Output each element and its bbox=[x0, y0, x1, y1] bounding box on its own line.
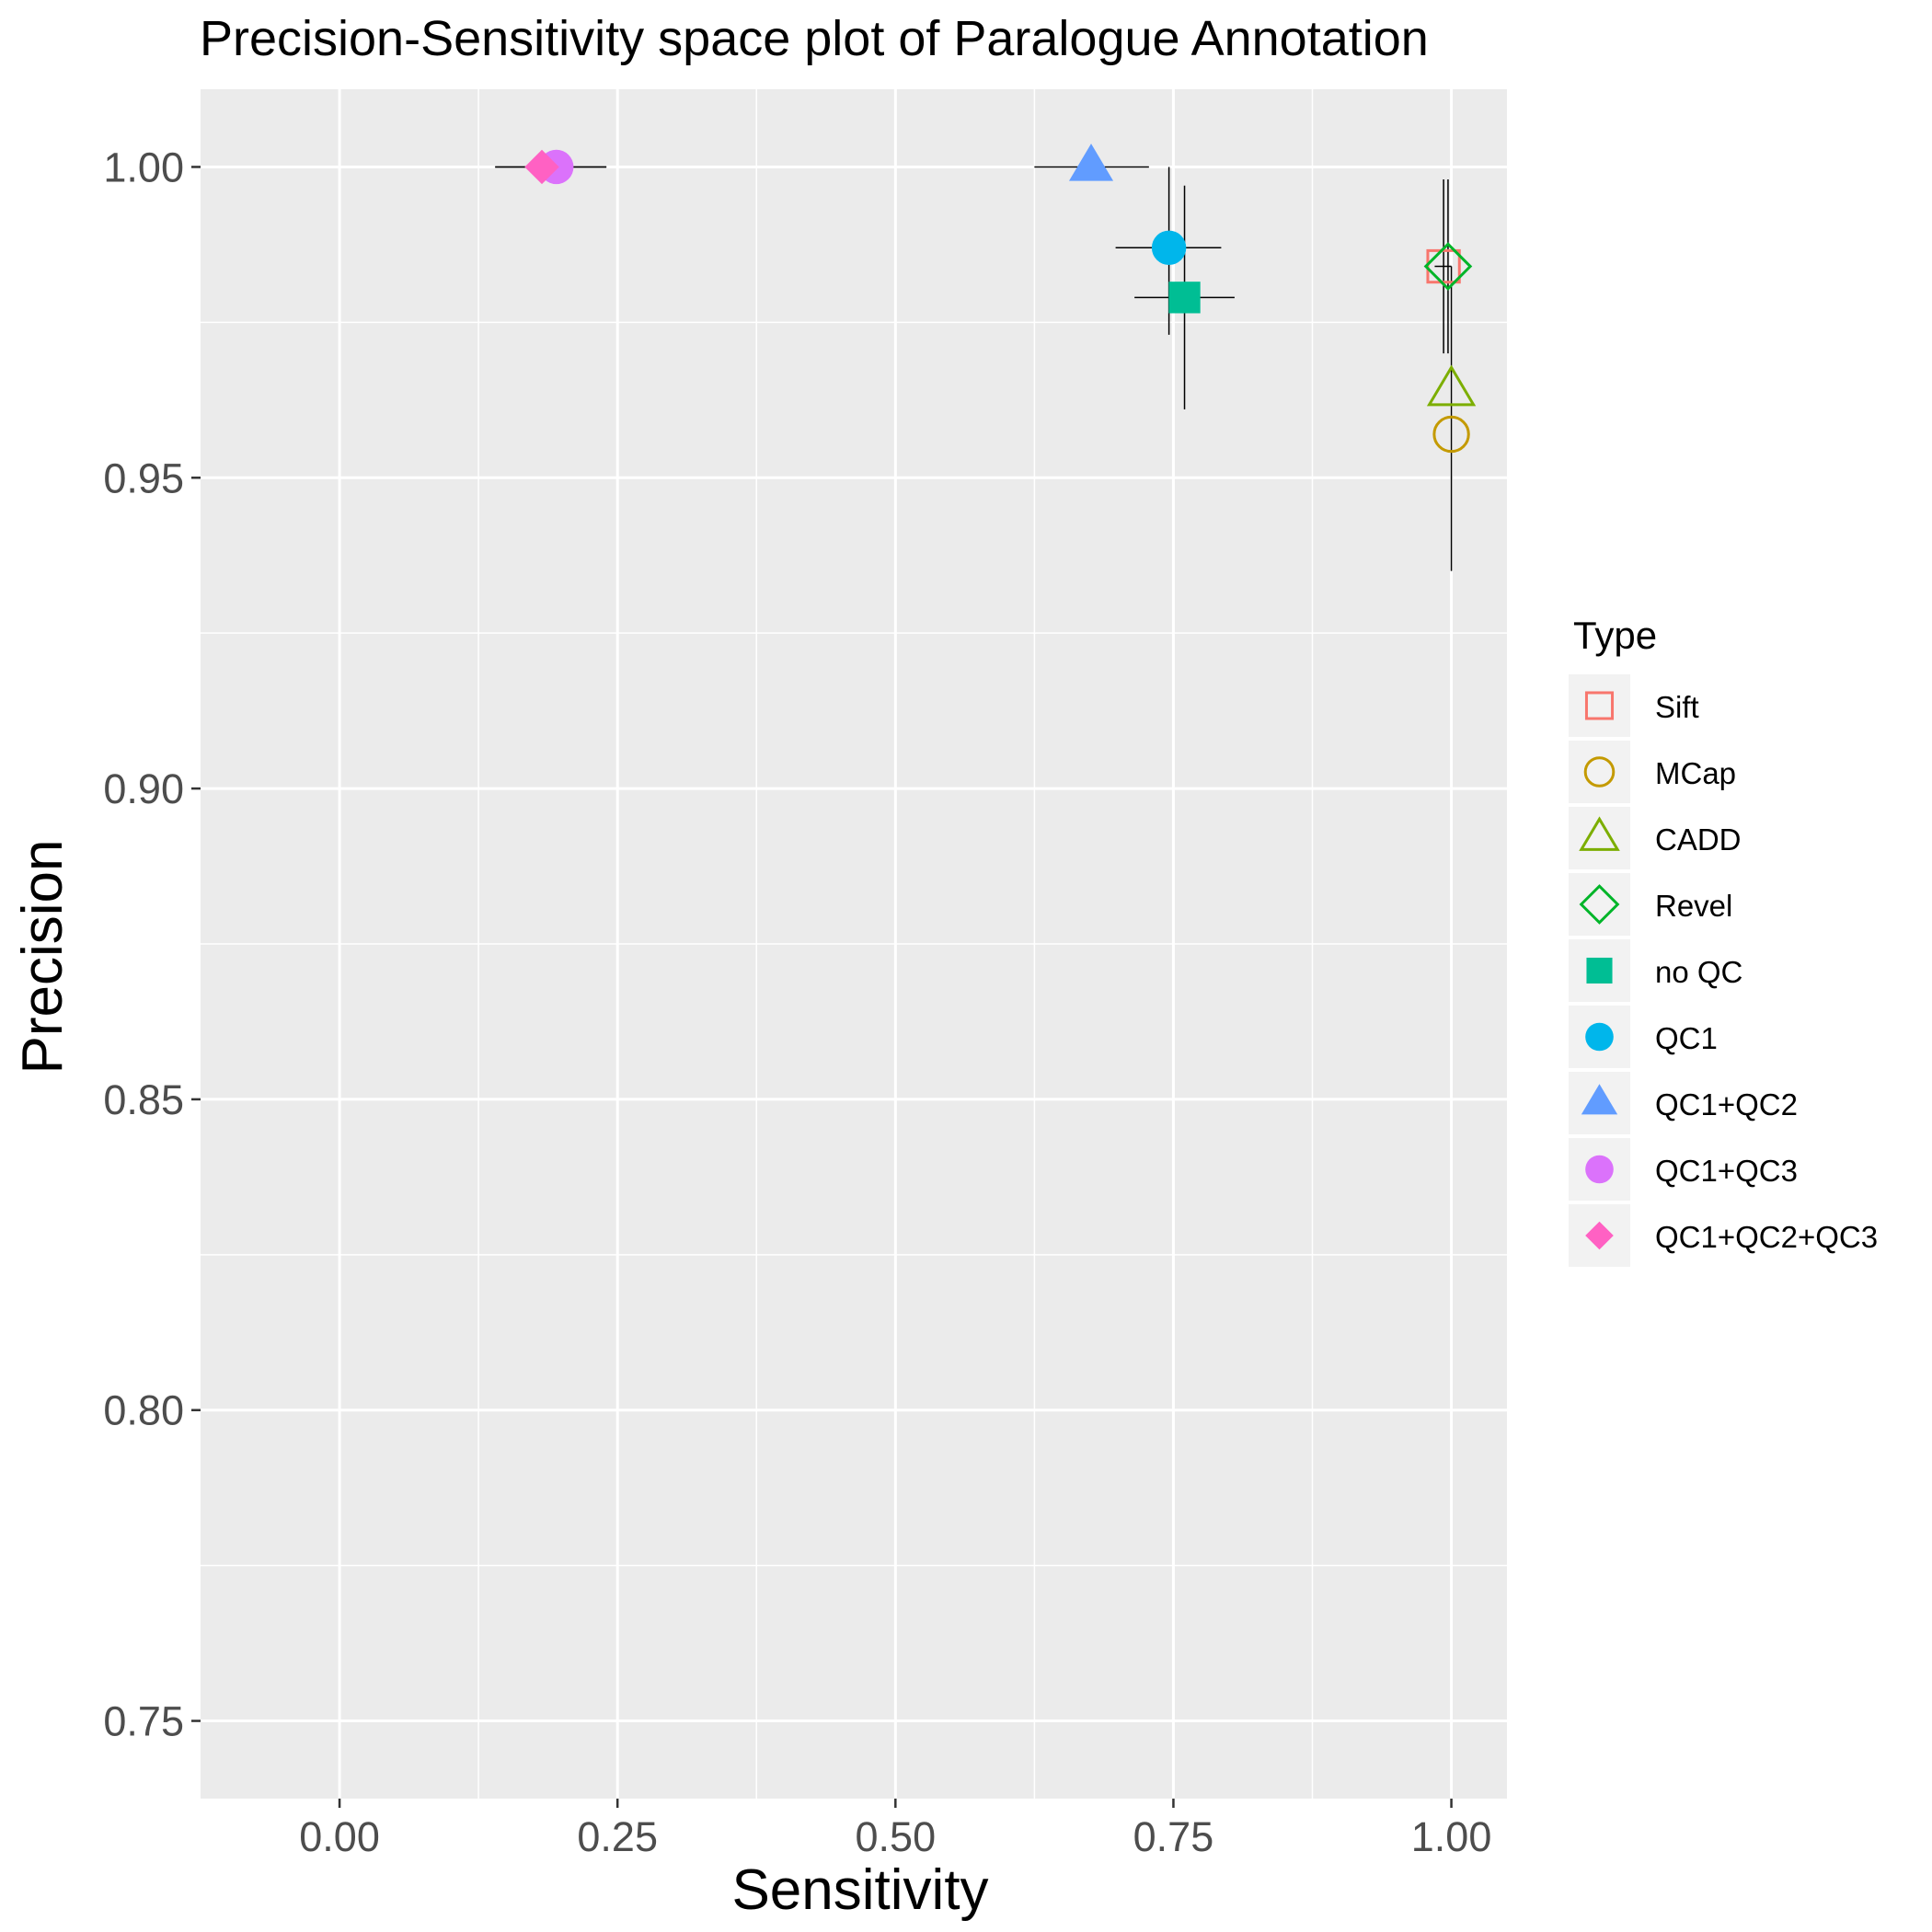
x-axis: 0.00 0.25 0.50 0.75 1.00 bbox=[299, 1799, 1491, 1860]
legend-key-bg bbox=[1569, 674, 1630, 737]
x-tick-label: 0.50 bbox=[856, 1813, 937, 1860]
point-sift bbox=[1426, 248, 1461, 284]
x-tick-label: 0.25 bbox=[577, 1813, 658, 1860]
chart-title: Precision-Sensitivity space plot of Para… bbox=[200, 11, 1429, 66]
y-axis: 0.75 0.80 0.85 0.90 0.95 1.00 bbox=[103, 144, 201, 1745]
legend-label: MCap bbox=[1655, 756, 1736, 790]
x-tick-label: 1.00 bbox=[1411, 1813, 1492, 1860]
legend-symbol bbox=[1579, 884, 1620, 925]
y-axis-label: Precision bbox=[11, 840, 75, 1075]
x-tick-label: 0.00 bbox=[299, 1813, 380, 1860]
grid-major bbox=[201, 89, 1507, 1799]
legend-label: QC1+QC2 bbox=[1655, 1087, 1798, 1121]
point-qc1-qc2-qc3 bbox=[524, 149, 559, 185]
y-tick-label: 0.85 bbox=[103, 1076, 184, 1123]
legend-label: no QC bbox=[1655, 955, 1742, 989]
legend-label: QC1 bbox=[1655, 1021, 1718, 1055]
legend-label: QC1+QC3 bbox=[1655, 1154, 1798, 1188]
point-qc1-qc2 bbox=[1068, 144, 1114, 181]
point-mcap bbox=[1432, 415, 1470, 454]
legend-title: Type bbox=[1573, 614, 1657, 657]
legend-label: QC1+QC2+QC3 bbox=[1655, 1220, 1878, 1254]
legend-symbol bbox=[1586, 957, 1613, 984]
legend-key-bg bbox=[1569, 873, 1630, 936]
legend-symbol bbox=[1585, 1022, 1614, 1052]
data-points bbox=[524, 144, 1477, 454]
legend-symbol bbox=[1585, 1221, 1614, 1250]
y-tick-label: 1.00 bbox=[103, 144, 184, 190]
point-revel bbox=[1423, 242, 1473, 291]
legend-label: CADD bbox=[1655, 822, 1742, 857]
x-axis-label: Sensitivity bbox=[731, 1858, 988, 1922]
legend-symbol bbox=[1585, 1155, 1614, 1184]
legend-symbol bbox=[1581, 1084, 1618, 1115]
point-cadd bbox=[1426, 364, 1477, 407]
legend-label: Revel bbox=[1655, 889, 1732, 923]
point-qc1 bbox=[1151, 230, 1187, 265]
grid-minor bbox=[201, 89, 1507, 1799]
legend-symbol bbox=[1579, 816, 1620, 851]
legend-symbol bbox=[1583, 756, 1616, 788]
y-tick-label: 0.80 bbox=[103, 1387, 184, 1434]
y-tick-label: 0.90 bbox=[103, 765, 184, 812]
legend-key-bg bbox=[1569, 807, 1630, 869]
point-no-qc bbox=[1168, 282, 1201, 314]
legend-key-bg bbox=[1569, 741, 1630, 803]
legend: Type Sift MCap CADD Revel no QC QC1 QC1+QC2 QC1… bbox=[1569, 614, 1878, 1267]
y-tick-label: 0.95 bbox=[103, 454, 184, 501]
x-tick-label: 0.75 bbox=[1133, 1813, 1214, 1860]
legend-symbol bbox=[1584, 691, 1615, 720]
legend-label: Sift bbox=[1655, 690, 1699, 724]
y-tick-label: 0.75 bbox=[103, 1698, 184, 1745]
